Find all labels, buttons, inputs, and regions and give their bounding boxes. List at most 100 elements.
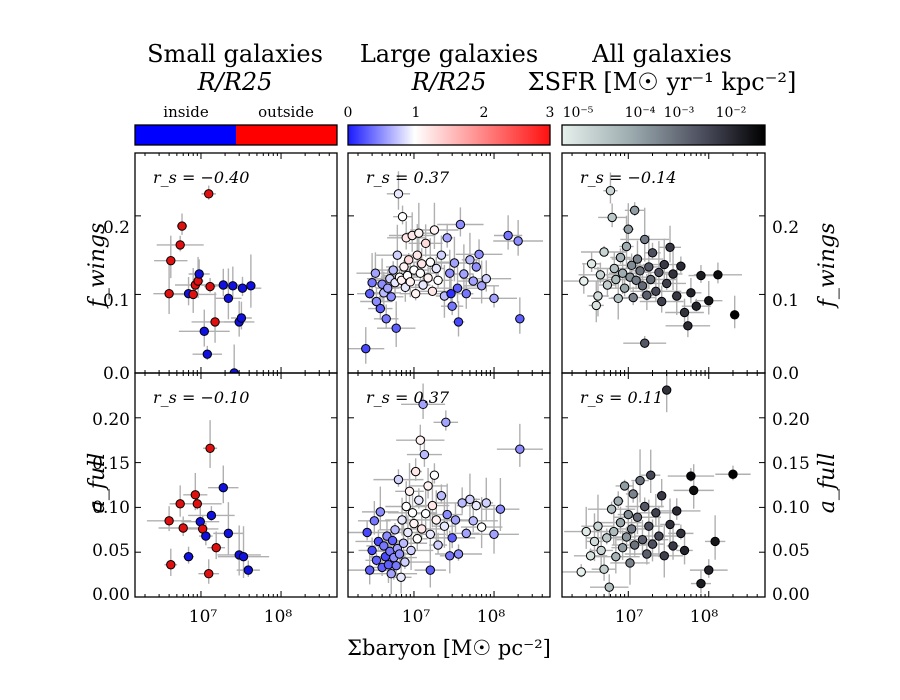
data-point xyxy=(237,283,248,293)
data-point xyxy=(381,314,391,324)
ylabel-left-top: f_wings xyxy=(85,223,110,310)
data-point xyxy=(729,310,740,320)
data-point xyxy=(442,233,452,243)
data-point xyxy=(628,292,638,303)
data-point xyxy=(621,532,632,542)
data-point xyxy=(211,543,221,553)
data-point xyxy=(375,507,386,517)
data-point xyxy=(617,268,628,278)
data-point xyxy=(433,275,443,285)
large-tick-3: 3 xyxy=(546,105,555,121)
data-point xyxy=(243,565,253,575)
data-point xyxy=(602,533,612,543)
data-point xyxy=(704,296,714,306)
data-point xyxy=(367,545,377,556)
all-title-line1: All galaxies xyxy=(591,40,732,68)
colorbar-all-frame xyxy=(561,124,766,146)
data-point xyxy=(672,291,682,301)
data-point xyxy=(425,257,436,267)
data-point xyxy=(621,241,632,252)
data-point xyxy=(429,470,440,480)
large-tick-1: 1 xyxy=(412,105,421,121)
data-point xyxy=(386,292,396,302)
small-label-inside: inside xyxy=(163,103,209,121)
data-point xyxy=(593,521,603,531)
data-point xyxy=(423,273,433,283)
data-point xyxy=(615,252,626,263)
data-point xyxy=(710,536,720,547)
data-point xyxy=(691,301,701,311)
colorbar-large: Large galaxies R/R25 0 1 2 3 xyxy=(344,40,555,146)
data-point xyxy=(689,485,699,496)
data-point xyxy=(605,186,616,196)
data-point xyxy=(586,259,597,269)
data-point xyxy=(206,510,217,521)
data-point xyxy=(642,290,652,300)
data-point xyxy=(218,280,228,290)
data-point xyxy=(640,338,650,348)
xtick-col1-1e7: 10⁷ xyxy=(189,607,218,627)
data-point xyxy=(447,533,457,543)
data-point xyxy=(379,541,389,551)
ylabel-right-top: f_wings xyxy=(815,223,840,310)
ytick-right-bottom-3: 0.15 xyxy=(772,454,810,474)
data-point xyxy=(425,565,436,575)
data-point xyxy=(417,524,427,534)
data-point xyxy=(400,557,410,567)
xtick-col3-1e7: 10⁷ xyxy=(615,607,644,627)
data-point xyxy=(404,255,414,265)
data-point xyxy=(617,543,628,553)
data-point xyxy=(468,276,478,286)
ytick-right-top-0: 0.0 xyxy=(772,364,799,384)
data-point xyxy=(696,270,706,281)
xtick-col1-1e8: 10⁸ xyxy=(264,607,293,627)
xticks: 10⁷ 10⁸ 10⁷ 10⁸ 10⁷ 10⁸ xyxy=(189,607,719,627)
data-point xyxy=(683,321,693,331)
data-point xyxy=(515,314,525,324)
data-point xyxy=(651,286,661,296)
data-point xyxy=(205,281,215,292)
panel-small-afull xyxy=(146,420,270,584)
colorbar-large-frame xyxy=(347,124,551,146)
data-point xyxy=(613,293,623,304)
data-point xyxy=(609,526,619,537)
ytick-top-1: 0.1 xyxy=(103,291,130,311)
data-point xyxy=(679,545,690,556)
data-point xyxy=(436,491,447,501)
data-point xyxy=(619,481,630,491)
data-point xyxy=(632,512,643,522)
data-point xyxy=(188,289,198,300)
data-point xyxy=(386,569,396,579)
large-title-line1: Large galaxies xyxy=(360,40,538,68)
data-point xyxy=(397,515,407,525)
data-point xyxy=(632,254,643,264)
xtick-col3-1e8: 10⁸ xyxy=(690,607,719,627)
data-point xyxy=(397,211,408,222)
data-point xyxy=(599,247,609,257)
data-point xyxy=(640,234,650,245)
data-point xyxy=(619,283,630,293)
data-point xyxy=(656,491,667,501)
data-point xyxy=(481,498,491,508)
data-point xyxy=(676,261,686,271)
xtick-col2-1e8: 10⁸ xyxy=(477,607,506,627)
data-point xyxy=(659,259,669,270)
data-point xyxy=(205,443,215,453)
data-point xyxy=(192,499,203,509)
data-point xyxy=(599,564,609,574)
ytick-bottom-3: 0.15 xyxy=(92,454,130,474)
ytick-right-top-2: 0.2 xyxy=(772,218,799,238)
data-point xyxy=(635,266,645,276)
colorbar-all: All galaxies ΣSFR [M☉ yr⁻¹ kpc⁻²] 10⁻⁵ 1… xyxy=(528,40,796,146)
data-point xyxy=(476,281,487,291)
data-point xyxy=(631,275,641,285)
data-point xyxy=(405,277,416,287)
data-point xyxy=(579,276,589,286)
data-point xyxy=(199,326,209,337)
yticks-left-bottom: 0.00 0.05 0.10 0.15 0.20 xyxy=(92,410,130,605)
data-point xyxy=(393,189,404,199)
data-point xyxy=(453,549,464,559)
data-point xyxy=(635,475,645,486)
data-point xyxy=(626,524,637,534)
